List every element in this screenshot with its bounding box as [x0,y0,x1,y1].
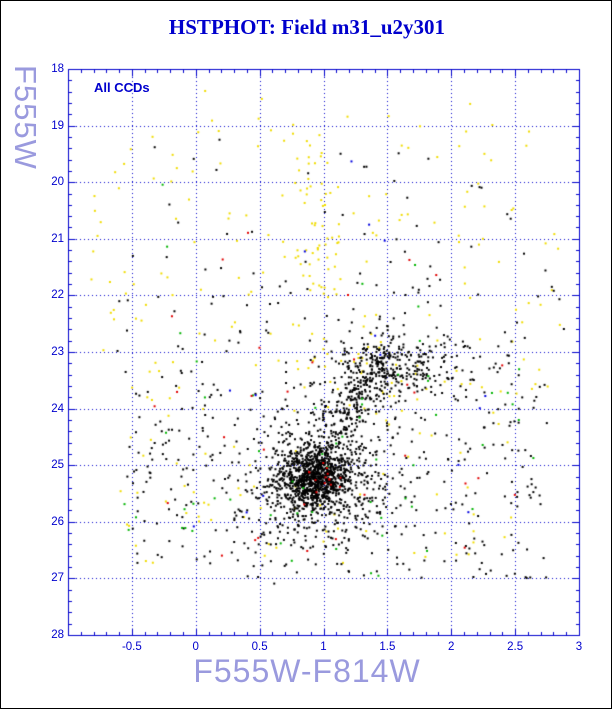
hstphot-cmd-page: HSTPHOT: Field m31_u2y301 F555W F555W-F8… [0,0,612,709]
cmd-scatter-canvas [1,1,611,708]
